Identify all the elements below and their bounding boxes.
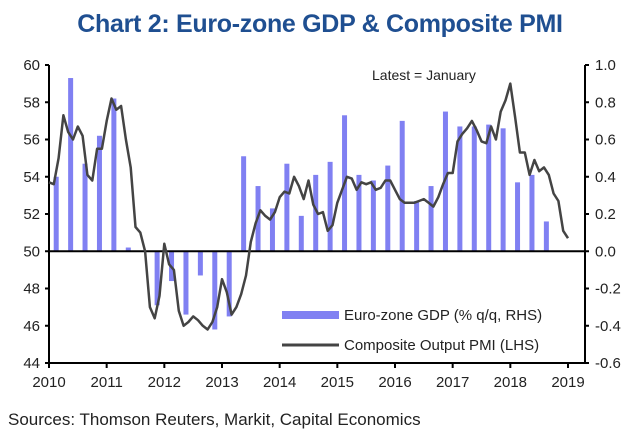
gdp-bar [500, 128, 506, 252]
x-tick-label: 2012 [148, 374, 181, 391]
left-tick-label: 58 [23, 94, 40, 111]
gdp-bar [183, 251, 189, 315]
gdp-bar [82, 163, 88, 252]
x-tick-label: 2017 [436, 374, 469, 391]
gdp-bar [486, 124, 492, 252]
x-tick-label: 2013 [205, 374, 238, 391]
gdp-bar [269, 208, 275, 252]
x-tick-label: 2011 [91, 374, 123, 391]
gdp-bar [284, 163, 290, 252]
pmi-line [48, 82, 570, 331]
left-tick-label: 50 [23, 243, 40, 260]
gdp-bar [457, 126, 463, 252]
left-tick-label: 60 [23, 57, 40, 74]
x-tick-label: 2015 [321, 374, 354, 391]
legend: Euro-zone GDP (% q/q, RHS) Composite Out… [282, 307, 542, 354]
tick-labels: 44 46 48 50 52 54 56 58 60 -0.6 -0.4 -0.2 0.0 0.2 0.4 0… [23, 57, 621, 391]
left-tick-label: 54 [23, 169, 40, 186]
latest-annotation: Latest = January [372, 67, 476, 83]
gdp-bar [529, 174, 535, 252]
gdp-bar [226, 251, 232, 317]
chart-title: Chart 2: Euro-zone GDP & Composite PMI [77, 10, 563, 38]
right-tick-label: 1.0 [595, 57, 616, 74]
x-tick-label: 2010 [32, 374, 65, 391]
right-tick-label: 0.6 [595, 132, 616, 149]
right-tick-label: -0.6 [595, 355, 621, 372]
left-tick-label: 52 [23, 206, 40, 223]
legend-gdp-swatch [282, 311, 339, 319]
right-tick-label: 0.4 [595, 169, 616, 186]
gdp-bar [154, 251, 160, 306]
left-tick-label: 56 [23, 132, 40, 149]
gdp-bar [385, 165, 391, 252]
left-tick-label: 48 [23, 281, 40, 298]
gdp-bar [96, 135, 102, 252]
gdp-bar [241, 156, 247, 252]
x-tick-label: 2019 [551, 374, 584, 391]
right-tick-label: 0.8 [595, 94, 616, 111]
left-tick-label: 44 [23, 355, 40, 372]
gdp-bar [111, 98, 117, 252]
x-tick-label: 2014 [263, 374, 296, 391]
gdp-bar [471, 126, 477, 252]
x-tick-label: 2016 [378, 374, 411, 391]
right-tick-label: -0.4 [595, 318, 621, 335]
gdp-bar [313, 174, 319, 252]
right-tick-label: -0.2 [595, 281, 621, 298]
gdp-bar [515, 182, 521, 252]
pmi-line-group [48, 82, 570, 331]
source-note: Sources: Thomson Reuters, Markit, Capita… [8, 410, 421, 429]
gdp-bar [212, 251, 218, 330]
axes [45, 64, 589, 368]
gdp-bar [414, 200, 420, 252]
gdp-bar [125, 247, 131, 252]
gdp-bar [370, 180, 376, 252]
gdp-bar [197, 251, 203, 276]
gdp-bar [68, 78, 74, 252]
right-tick-label: 0.2 [595, 206, 616, 223]
legend-pmi-label: Composite Output PMI (LHS) [344, 337, 539, 354]
left-tick-label: 46 [23, 318, 40, 335]
gdp-bar [53, 176, 59, 252]
gdp-bar [543, 221, 549, 252]
gdp-bar [327, 161, 333, 252]
x-tick-label: 2018 [494, 374, 527, 391]
gdp-bar [356, 174, 362, 252]
gdp-bar [428, 186, 434, 252]
gdp-bar [298, 215, 304, 252]
gdp-bar [399, 120, 405, 252]
gdp-bars [53, 78, 549, 330]
right-tick-label: 0.0 [595, 243, 616, 260]
legend-gdp-label: Euro-zone GDP (% q/q, RHS) [344, 307, 542, 324]
